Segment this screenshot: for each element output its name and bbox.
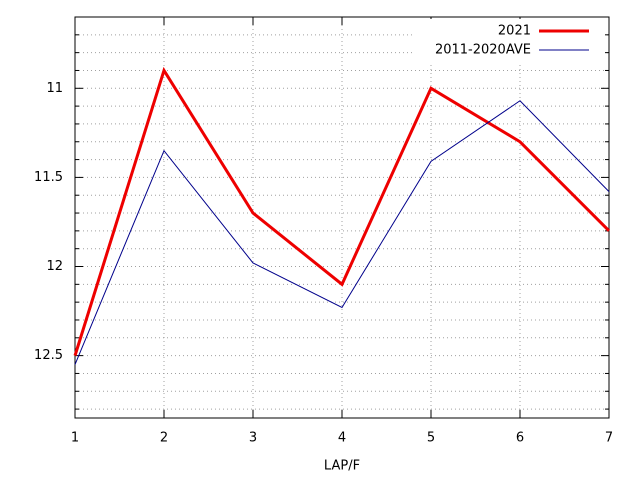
series-line bbox=[74, 100, 610, 365]
x-tick-label: 1 bbox=[71, 431, 79, 446]
y-tick-label: 12 bbox=[46, 259, 63, 274]
x-tick-label: 4 bbox=[338, 431, 346, 446]
legend-label: 2021 bbox=[498, 24, 531, 39]
x-tick-label: 3 bbox=[249, 431, 257, 446]
legend-box bbox=[414, 19, 604, 63]
x-tick-label: 5 bbox=[427, 431, 435, 446]
x-tick-label: 7 bbox=[605, 431, 613, 446]
series-line bbox=[73, 66, 611, 357]
x-tick-label: 6 bbox=[516, 431, 524, 446]
plot-frame bbox=[74, 16, 610, 419]
y-tick-label: 11.5 bbox=[34, 170, 63, 185]
x-axis-label: LAP/F bbox=[324, 459, 360, 474]
y-tick-label: 11 bbox=[46, 81, 63, 96]
y-tick-label: 12.5 bbox=[34, 348, 63, 363]
legend-label: 2011-2020AVE bbox=[435, 43, 531, 58]
x-tick-label: 2 bbox=[160, 431, 168, 446]
